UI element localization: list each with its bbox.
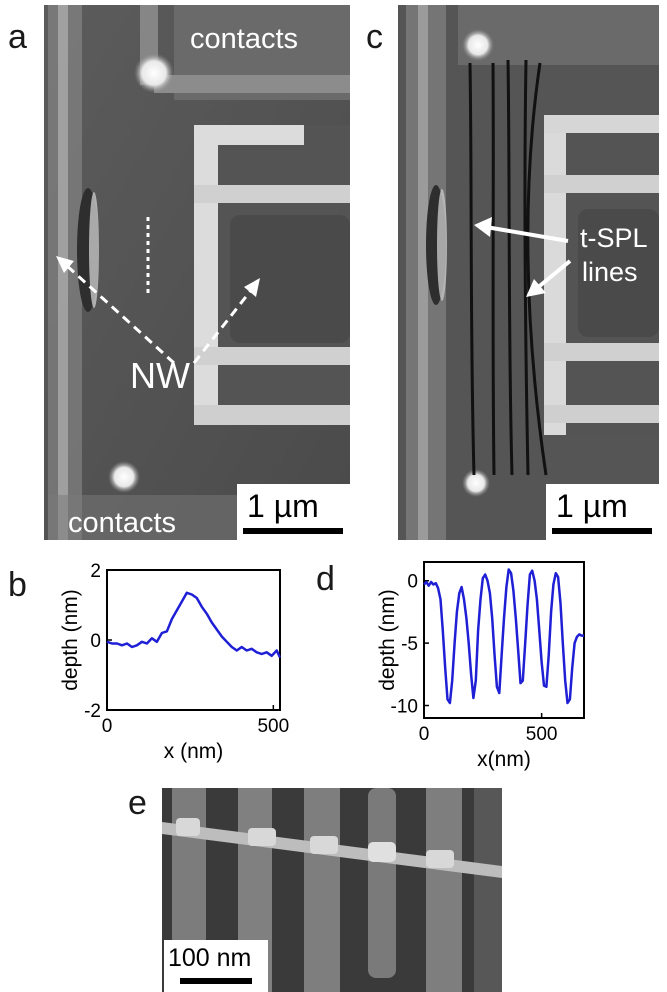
afm-image-a-graphic [44,5,350,540]
scale-bar-c [552,528,652,534]
scale-bar-e [180,978,252,984]
x-axis-label: x(nm) [477,748,531,771]
scale-text-c: 1 µm [556,488,628,524]
scale-text-a: 1 µm [247,488,319,524]
x-tick-label: 0 [419,724,430,745]
afm-image-c-graphic [398,5,659,540]
scale-box-a: 1 µm [237,484,350,540]
y-tick-label: -2 [84,701,101,722]
scale-text-e: 100 nm [168,944,252,972]
series-line [423,568,584,705]
y-tick-label: 0 [407,572,418,593]
panel-label-a: a [8,18,27,56]
y-axis-label: depth (nm) [376,589,399,691]
y-axis-label: depth (nm) [59,589,82,691]
tspl-label-line2: lines [582,257,638,287]
scale-bar-a [243,528,343,534]
sem-image-e-graphic [162,788,502,992]
afm-image-a: contacts NW contacts 1 µm [44,5,350,540]
plot-frame [423,561,585,719]
panel-label-b: b [8,566,27,604]
x-tick-label: 500 [526,724,558,745]
scale-box-c: 1 µm [546,484,659,540]
afm-image-c: t-SPL lines 1 µm [398,5,659,540]
x-tick-label: 0 [102,716,113,737]
x-tick-label: 500 [257,716,289,737]
contacts-bottom-label: contacts [68,507,176,539]
y-tick-label: -5 [401,634,418,655]
nw-label: NW [130,355,190,396]
plot-frame [106,569,281,711]
series-line [106,591,282,659]
y-tick-label: 0 [90,631,101,652]
scale-box-e: 100 nm [164,940,268,992]
panel-label-c: c [366,18,383,56]
y-tick-label: 2 [90,561,101,582]
y-tick-label: -10 [391,697,418,718]
contacts-top-label: contacts [190,23,298,55]
panel-label-d: d [316,560,335,598]
sem-image-e: 100 nm [162,788,502,992]
x-axis-label: x (nm) [164,740,224,763]
profile-chart-d: 0 500 -10 -5 0 x(nm) depth (nm) [376,561,585,771]
panel-label-e: e [128,784,147,822]
tspl-label-line1: t-SPL [580,223,648,253]
